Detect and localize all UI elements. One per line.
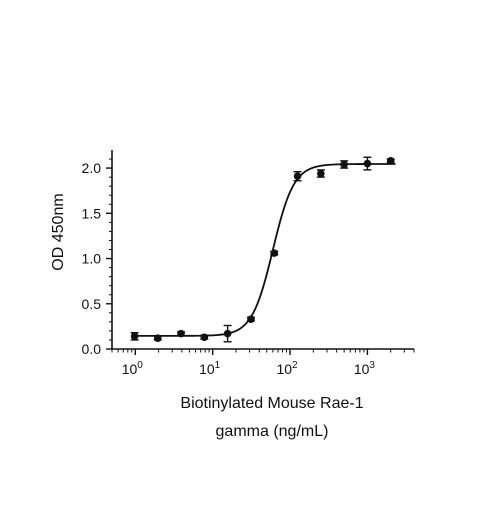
y-tick-label: 0.5: [82, 296, 102, 312]
data-point: [247, 315, 255, 323]
y-axis-title: OD 450nm: [50, 193, 67, 270]
x-axis-title-line-1: Biotinylated Mouse Rae-1: [180, 395, 363, 412]
fit-curve: [131, 163, 396, 337]
labels-layer: OD 450nm Biotinylated Mouse Rae-1 gamma …: [50, 193, 364, 440]
x-tick-label: 101: [199, 360, 221, 377]
y-tick-label: 1.5: [82, 205, 102, 221]
y-tick-label: 0.0: [82, 341, 102, 357]
x-tick-label: 103: [354, 360, 376, 377]
fit-curve-layer: [131, 163, 396, 337]
data-point: [363, 159, 372, 168]
data-point: [270, 249, 279, 257]
axes: 0.0 0.5 1.0 1.5 2.0 100 101 102 103: [82, 150, 415, 377]
x-tick-label: 102: [276, 360, 298, 377]
x-tick-label: 100: [122, 360, 144, 377]
data-points-layer: [130, 156, 395, 343]
data-point: [223, 329, 232, 338]
data-point: [317, 169, 325, 178]
y-tick-label: 1.0: [82, 251, 102, 267]
data-point: [153, 334, 162, 342]
data-point: [200, 333, 209, 342]
data-point: [130, 332, 139, 341]
data-point: [293, 172, 302, 181]
data-point: [386, 157, 395, 165]
x-axis-title-line-2: gamma (ng/mL): [216, 423, 329, 440]
data-point: [340, 160, 348, 169]
y-tick-label: 2.0: [82, 160, 102, 176]
data-point: [177, 329, 185, 338]
